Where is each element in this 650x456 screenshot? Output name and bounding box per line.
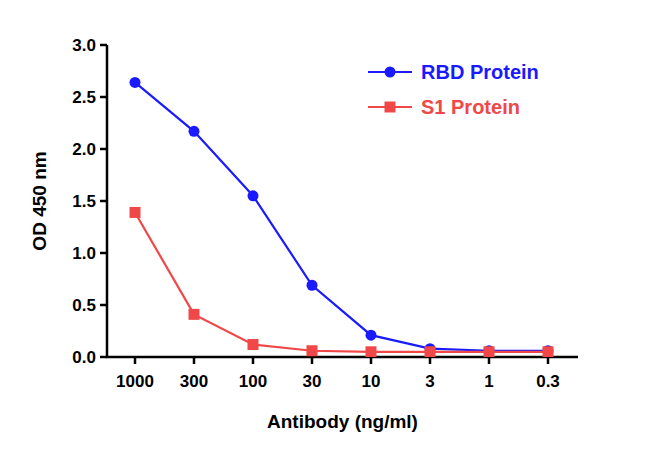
legend-marker [385,102,396,113]
x-tick-label: 1000 [116,372,154,391]
data-point [366,330,377,341]
chart-container: 0.0 0.5 1.0 1.5 2.0 2.5 3.0 1000 300 100 30 10 3 1 0.3… [0,0,650,456]
data-point [248,339,259,350]
data-point [425,346,436,357]
data-point [248,190,259,201]
x-tick-label: 10 [362,372,381,391]
y-tick [100,148,107,151]
x-tick-label: 1 [484,372,493,391]
y-tick-label: 1.5 [72,192,96,211]
x-tick-label: 3 [425,372,434,391]
x-tick-label: 30 [303,372,322,391]
data-point [366,346,377,357]
y-tick-label: 0.0 [72,348,96,367]
plot-area [130,77,554,357]
y-tick-label: 2.5 [72,88,96,107]
chart-svg: 0.0 0.5 1.0 1.5 2.0 2.5 3.0 1000 300 100 30 10 3 1 0.3… [0,0,650,456]
data-point [307,345,318,356]
data-point [307,280,318,291]
y-tick [100,356,107,359]
x-tick-label: 0.3 [536,372,560,391]
data-point [130,77,141,88]
data-point [189,309,200,320]
x-tick-label: 100 [239,372,267,391]
y-tick [100,96,107,99]
x-tick [429,357,432,364]
y-tick [100,252,107,255]
x-tick [311,357,314,364]
x-axis-label: Antibody (ng/ml) [267,411,418,432]
y-tick [100,200,107,203]
x-tick-label: 300 [180,372,208,391]
x-tick [488,357,491,364]
y-tick-label: 1.0 [72,244,96,263]
y-tick-label: 2.0 [72,140,96,159]
x-tick [193,357,196,364]
y-tick-label: 3.0 [72,36,96,55]
series-line [135,82,548,350]
y-tick [100,304,107,307]
x-axis-line [106,356,578,359]
legend-marker [385,67,396,78]
series-line [135,212,548,351]
y-axis-label: OD 450 nm [29,151,50,250]
legend-label: RBD Protein [421,61,539,83]
y-tick [100,44,107,47]
data-point [130,207,141,218]
x-tick [252,357,255,364]
x-tick [370,357,373,364]
legend-label: S1 Protein [421,96,520,118]
y-tick-label: 0.5 [72,296,96,315]
x-tick [134,357,137,364]
legend: RBD Protein S1 Protein [368,61,539,118]
data-point [543,346,554,357]
data-point [189,126,200,137]
data-point [484,346,495,357]
x-tick [547,357,550,364]
